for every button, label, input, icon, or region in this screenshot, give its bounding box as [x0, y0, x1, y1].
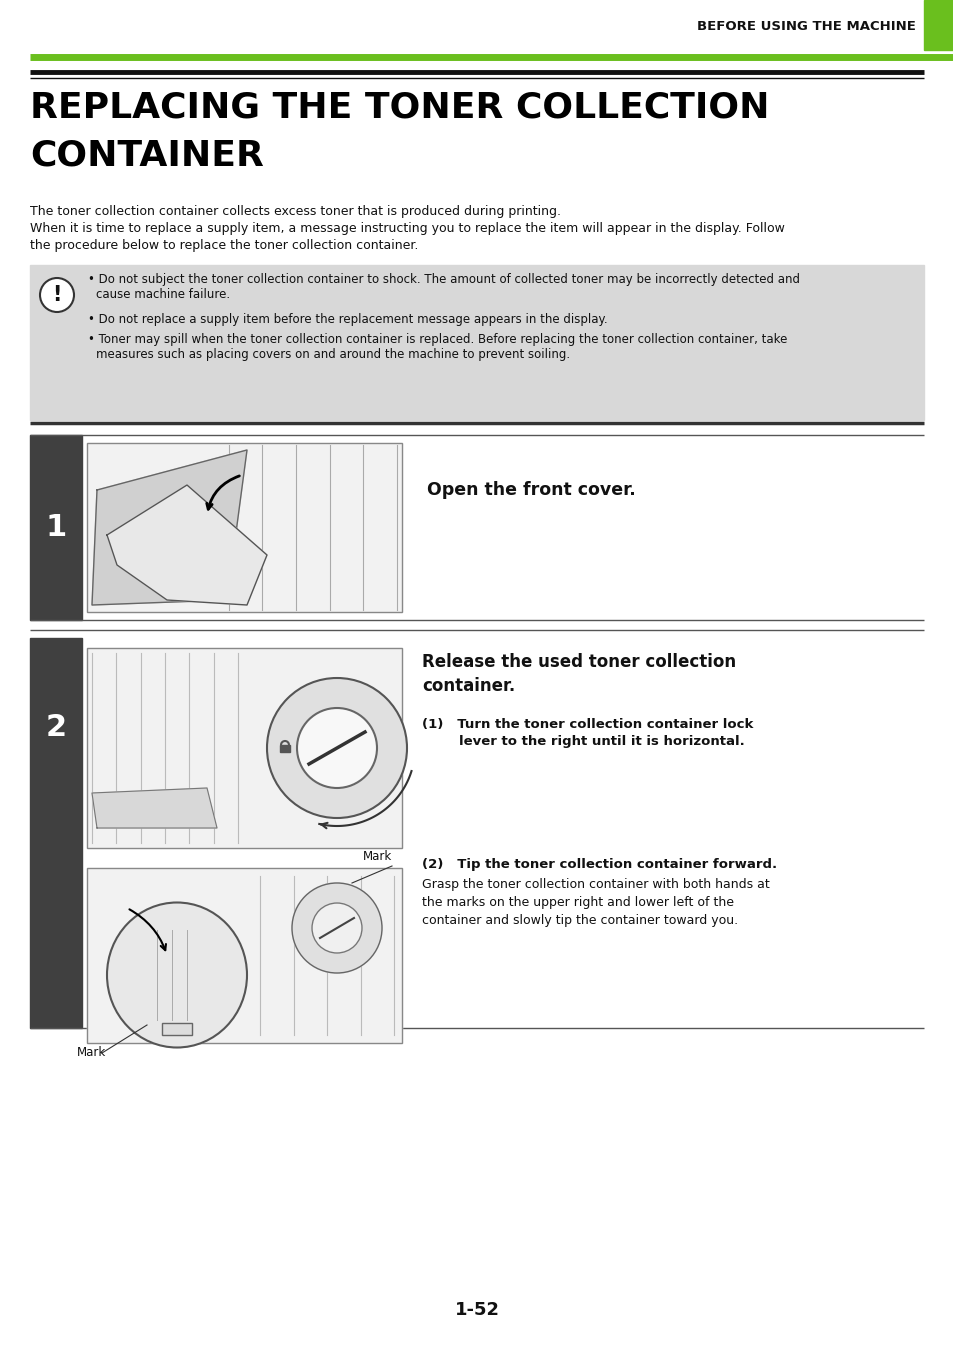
Ellipse shape: [107, 903, 247, 1048]
Circle shape: [40, 278, 74, 312]
Text: the procedure below to replace the toner collection container.: the procedure below to replace the toner…: [30, 239, 418, 252]
Text: • Toner may spill when the toner collection container is replaced. Before replac: • Toner may spill when the toner collect…: [88, 333, 786, 346]
Text: (2)   Tip the toner collection container forward.: (2) Tip the toner collection container f…: [421, 859, 777, 871]
Text: Open the front cover.: Open the front cover.: [427, 481, 635, 500]
Bar: [87, 648, 401, 848]
Text: • Do not replace a supply item before the replacement message appears in the dis: • Do not replace a supply item before th…: [88, 313, 607, 325]
Circle shape: [296, 707, 376, 788]
Bar: [280, 745, 290, 752]
Text: 2: 2: [46, 714, 67, 743]
Text: Grasp the toner collection container with both hands at
the marks on the upper r: Grasp the toner collection container wit…: [421, 878, 769, 927]
Bar: [30, 435, 82, 620]
Text: Mark: Mark: [77, 1046, 106, 1060]
Text: BEFORE USING THE MACHINE: BEFORE USING THE MACHINE: [697, 20, 915, 34]
Bar: [30, 265, 923, 420]
Text: Mark: Mark: [362, 850, 392, 863]
Polygon shape: [91, 788, 216, 828]
Bar: [923, 0, 953, 50]
Polygon shape: [107, 485, 267, 605]
Text: The toner collection container collects excess toner that is produced during pri: The toner collection container collects …: [30, 205, 560, 217]
Bar: [87, 868, 401, 1044]
Polygon shape: [91, 450, 247, 605]
Bar: [87, 443, 401, 612]
Bar: [87, 443, 401, 612]
Circle shape: [267, 678, 407, 818]
Bar: [162, 1023, 192, 1035]
Text: When it is time to replace a supply item, a message instructing you to replace t: When it is time to replace a supply item…: [30, 221, 784, 235]
Text: REPLACING THE TONER COLLECTION: REPLACING THE TONER COLLECTION: [30, 90, 769, 124]
Text: Release the used toner collection
container.: Release the used toner collection contai…: [421, 653, 736, 695]
Bar: [162, 1023, 192, 1035]
Text: cause machine failure.: cause machine failure.: [96, 288, 230, 301]
Text: 1-52: 1-52: [454, 1301, 499, 1319]
Bar: [87, 648, 401, 848]
Circle shape: [292, 883, 381, 973]
Bar: [87, 868, 401, 1044]
Text: measures such as placing covers on and around the machine to prevent soiling.: measures such as placing covers on and a…: [96, 348, 570, 360]
Text: 1: 1: [46, 513, 67, 541]
Text: (1)   Turn the toner collection container lock
        lever to the right until : (1) Turn the toner collection container …: [421, 718, 753, 748]
Circle shape: [312, 903, 361, 953]
Bar: [30, 639, 82, 1027]
Text: !: !: [52, 285, 62, 305]
Text: CONTAINER: CONTAINER: [30, 138, 264, 171]
Text: • Do not subject the toner collection container to shock. The amount of collecte: • Do not subject the toner collection co…: [88, 273, 800, 286]
